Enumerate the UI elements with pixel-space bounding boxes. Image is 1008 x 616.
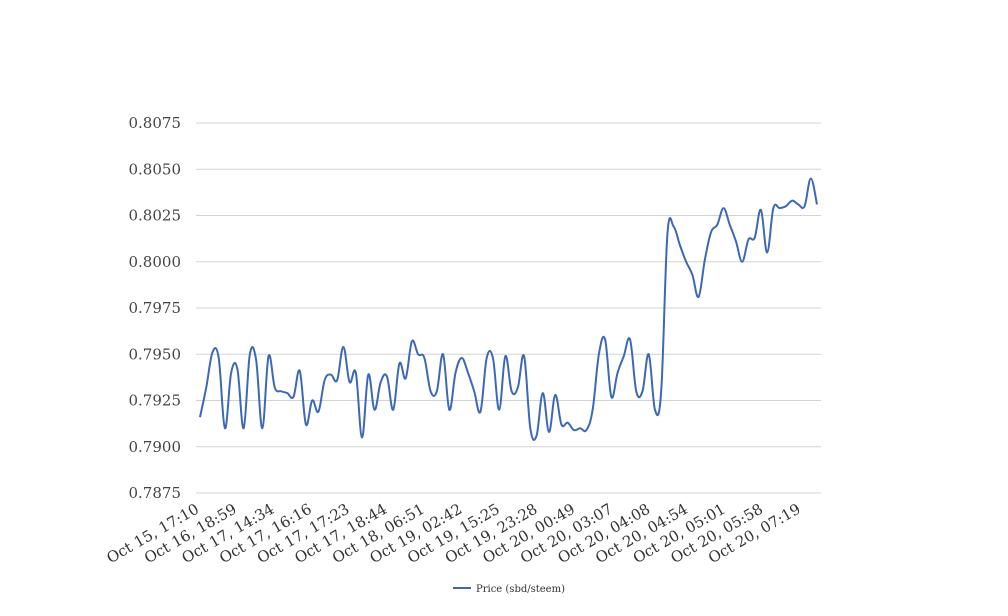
y-tick-label: 0.7900 <box>129 438 182 456</box>
y-tick-label: 0.7875 <box>129 484 182 502</box>
grid-lines <box>196 122 821 494</box>
y-tick-label: 0.7975 <box>129 299 182 317</box>
y-tick-label: 0.8000 <box>129 253 182 271</box>
y-tick-label: 0.8050 <box>129 160 182 178</box>
y-tick-label: 0.7950 <box>129 345 182 363</box>
y-tick-label: 0.7925 <box>129 392 182 410</box>
legend: Price (sbd/steem) <box>453 584 565 595</box>
y-tick-label: 0.8025 <box>129 207 182 225</box>
y-axis: 0.8075 0.8050 0.8025 0.8000 0.7975 0.7950 0.79… <box>129 114 182 502</box>
series-layer <box>199 177 818 441</box>
y-tick-label: 0.8075 <box>129 114 182 132</box>
legend-label: Price (sbd/steem) <box>476 584 565 595</box>
series-line-price <box>199 177 818 441</box>
